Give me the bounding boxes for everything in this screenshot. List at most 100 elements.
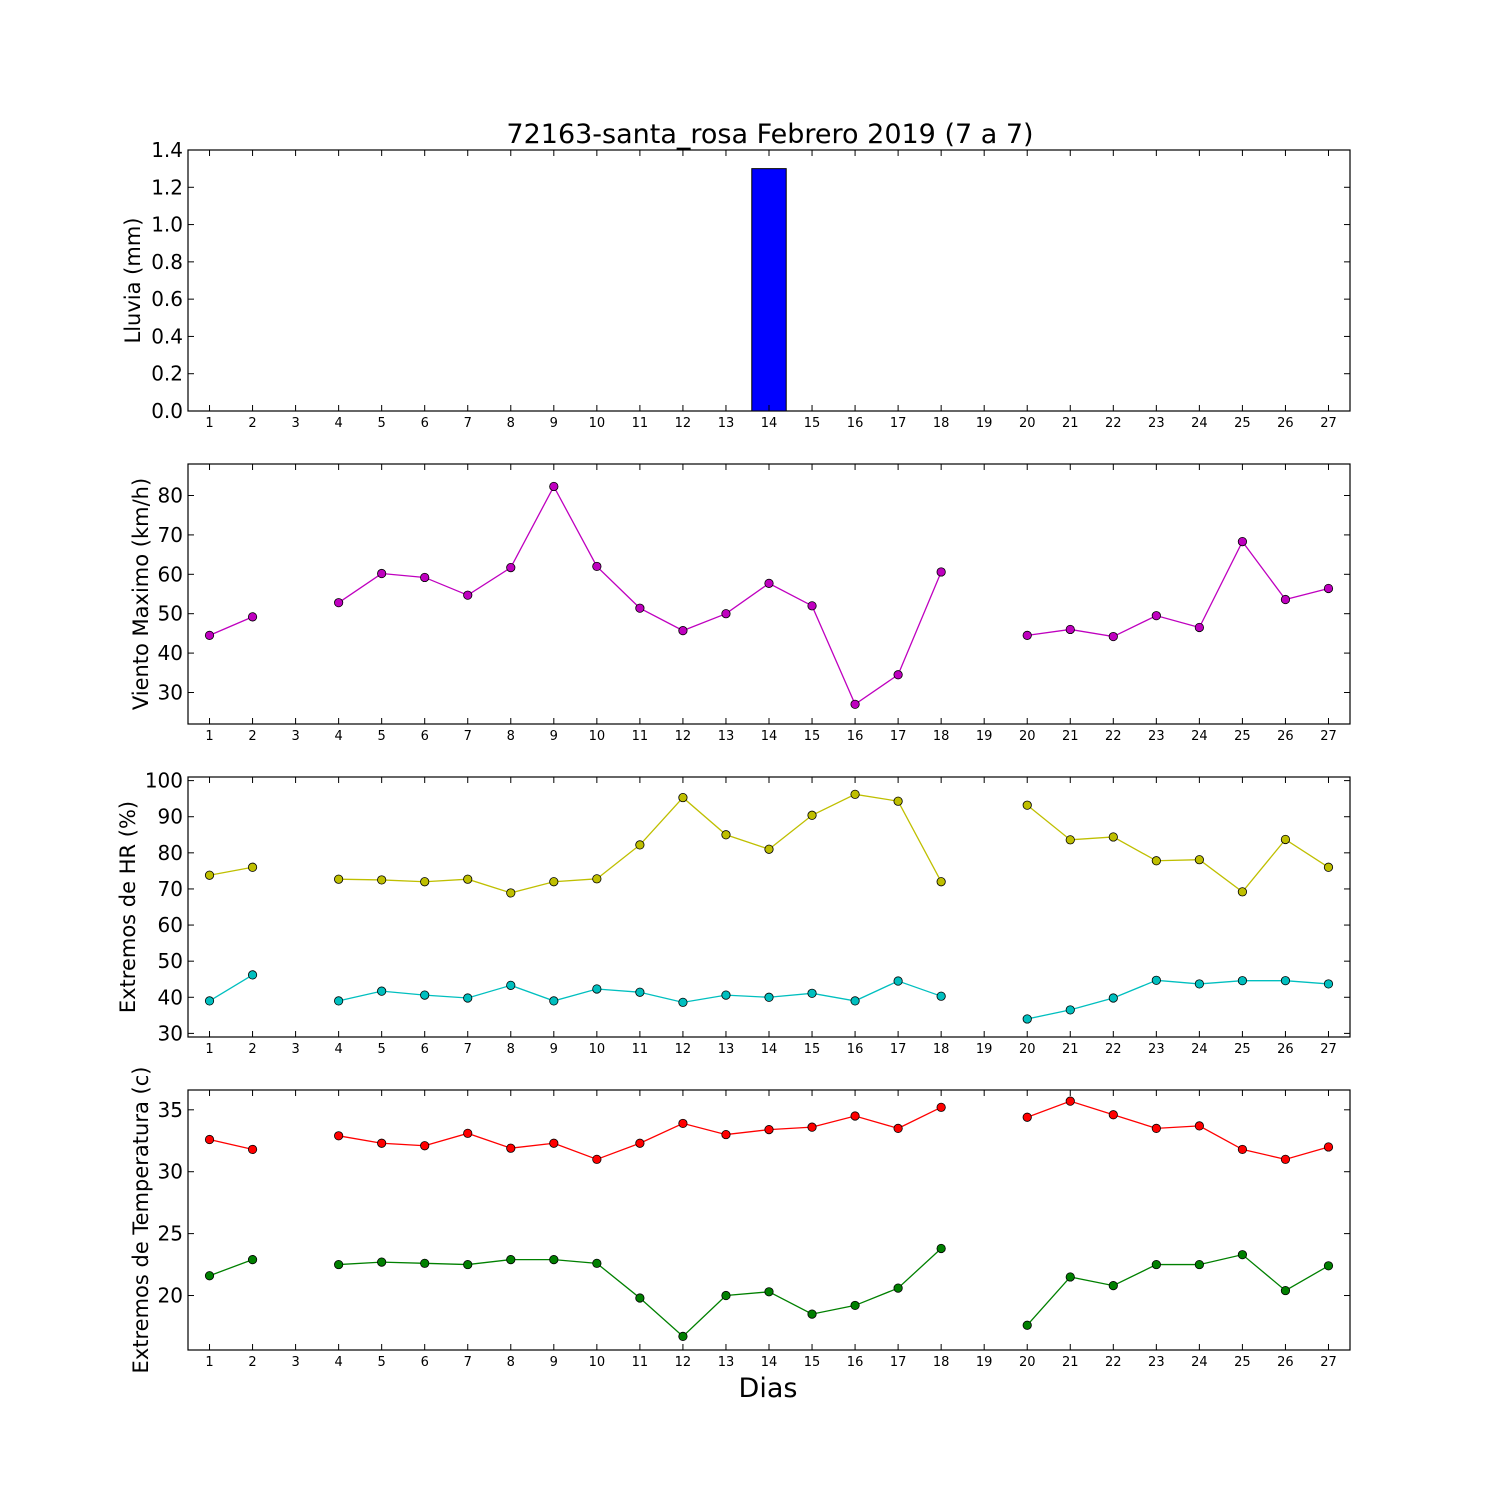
- x-tick-label-13: 13: [718, 729, 735, 744]
- x-tick-label-5: 5: [378, 1355, 386, 1370]
- series-2-point-day-23: [1151, 975, 1161, 985]
- subplot-lluvia-mm: 1 2 3 4 5 6 7 8 9 10 11 12 13 14 15 16 17 18 19 20 21 22 23 24 2…: [121, 138, 1351, 431]
- x-tick-label-9: 9: [550, 729, 558, 744]
- series-1-point-day-22: [1108, 832, 1118, 842]
- x-tick-label-9: 9: [550, 416, 558, 431]
- series-1-point-day-13: [721, 830, 731, 840]
- y-tick-label-0-0: 0.0: [151, 399, 183, 423]
- x-tick-label-24: 24: [1191, 1355, 1208, 1370]
- series-2-point-day-13: [721, 1290, 731, 1301]
- series-1-point-day-4: [334, 1131, 344, 1141]
- series-1-point-day-14: [764, 578, 774, 588]
- series-1-line-segment-1: [209, 866, 253, 876]
- series-2-point-day-13: [721, 990, 731, 1000]
- series-1-point-day-15: [807, 1122, 817, 1132]
- x-tick-label-26: 26: [1277, 729, 1294, 744]
- series-1-point-day-4: [334, 874, 344, 884]
- series-1-point-day-21: [1065, 624, 1075, 635]
- x-tick-label-23: 23: [1148, 416, 1165, 431]
- x-tick-label-7: 7: [464, 729, 472, 744]
- series-1-point-day-11: [635, 1138, 645, 1148]
- subplot-extremos-de-hr: 1 2 3 4 5 6 7 8 9 10 11 12 13 14 15 16 17 18 19 20 21 22 23 24 2…: [116, 769, 1351, 1057]
- x-tick-label-23: 23: [1148, 1355, 1165, 1370]
- series-2-point-day-7: [463, 993, 473, 1003]
- x-tick-label-11: 11: [632, 416, 649, 431]
- series-1-point-day-4: [334, 598, 344, 608]
- y-tick-label-40: 40: [158, 985, 183, 1009]
- series-1-point-day-24: [1194, 1121, 1204, 1131]
- series-1-point-day-14: [764, 844, 774, 854]
- x-tick-label-24: 24: [1191, 416, 1208, 431]
- y-tick-label-1-2: 1.2: [151, 175, 183, 199]
- series-1-point-day-10: [592, 561, 602, 572]
- y-tick-label-40: 40: [158, 641, 183, 665]
- x-tick-label-16: 16: [847, 1355, 864, 1370]
- series-1-point-day-2: [247, 1144, 258, 1155]
- series-2-point-day-20: [1022, 1320, 1032, 1330]
- x-tick-label-4: 4: [334, 1355, 342, 1370]
- y-axis-label-extremos-de-hr: Extremos de HR (%): [116, 801, 140, 1013]
- series-1-line-segment-3: [1026, 804, 1329, 893]
- x-tick-label-15: 15: [804, 416, 821, 431]
- series-2-point-day-25: [1237, 976, 1248, 986]
- series-1-point-day-10: [592, 1154, 602, 1164]
- y-tick-label-35: 35: [158, 1098, 183, 1122]
- x-tick-label-18: 18: [933, 729, 950, 744]
- x-tick-label-20: 20: [1019, 1042, 1036, 1057]
- x-tick-label-27: 27: [1320, 1355, 1337, 1370]
- series-1-point-day-8: [506, 1143, 516, 1153]
- series-2-point-day-21: [1065, 1272, 1075, 1282]
- series-1-point-day-20: [1022, 1112, 1032, 1122]
- series-1-point-day-5: [377, 875, 387, 885]
- series-1-point-day-11: [635, 840, 645, 850]
- x-tick-label-8: 8: [507, 1355, 515, 1370]
- series-1-point-day-16: [850, 789, 860, 799]
- series-1-point-day-8: [506, 563, 516, 573]
- x-tick-label-21: 21: [1062, 1042, 1079, 1057]
- series-1-point-day-9: [549, 481, 559, 492]
- series-2-point-day-22: [1108, 993, 1118, 1003]
- y-tick-label-20: 20: [158, 1284, 183, 1308]
- series-1-point-day-17: [893, 796, 903, 806]
- bar-day-14: [751, 168, 787, 412]
- x-tick-label-14: 14: [761, 1042, 778, 1057]
- y-tick-label-25: 25: [158, 1222, 183, 1246]
- y-tick-label-30: 30: [158, 680, 183, 704]
- x-tick-label-11: 11: [632, 729, 649, 744]
- series-1-point-day-18: [936, 567, 946, 577]
- x-tick-label-3: 3: [291, 729, 299, 744]
- x-tick-label-13: 13: [718, 416, 735, 431]
- series-1-point-day-10: [592, 874, 602, 884]
- series-1-line-segment-1: [209, 1138, 253, 1151]
- series-1-point-day-6: [420, 877, 430, 887]
- series-2-point-day-26: [1280, 1285, 1291, 1296]
- y-tick-label-100: 100: [145, 769, 183, 793]
- x-tick-label-17: 17: [890, 1355, 907, 1370]
- x-tick-label-1: 1: [205, 1355, 213, 1370]
- series-1-point-day-24: [1194, 855, 1204, 865]
- x-tick-label-1: 1: [205, 416, 213, 431]
- x-tick-label-22: 22: [1105, 729, 1122, 744]
- y-tick-label-0-4: 0.4: [151, 324, 183, 348]
- series-1-point-day-25: [1237, 1144, 1248, 1155]
- series-1-point-day-11: [635, 603, 645, 613]
- x-tick-label-22: 22: [1105, 1042, 1122, 1057]
- series-1-point-day-16: [850, 1111, 860, 1121]
- x-tick-label-18: 18: [933, 1355, 950, 1370]
- x-tick-label-16: 16: [847, 416, 864, 431]
- series-2-point-day-17: [893, 976, 903, 986]
- x-tick-label-13: 13: [718, 1042, 735, 1057]
- x-tick-label-20: 20: [1019, 729, 1036, 744]
- series-1-point-day-1: [204, 1134, 215, 1145]
- series-1-point-day-25: [1237, 537, 1248, 547]
- y-tick-label-30: 30: [158, 1021, 183, 1045]
- series-2-point-day-26: [1280, 976, 1291, 986]
- series-1-point-day-16: [850, 699, 860, 709]
- y-tick-label-50: 50: [158, 949, 183, 973]
- x-tick-label-12: 12: [675, 729, 692, 744]
- x-tick-label-7: 7: [464, 416, 472, 431]
- series-2-point-day-16: [850, 996, 860, 1006]
- x-tick-label-25: 25: [1234, 1042, 1251, 1057]
